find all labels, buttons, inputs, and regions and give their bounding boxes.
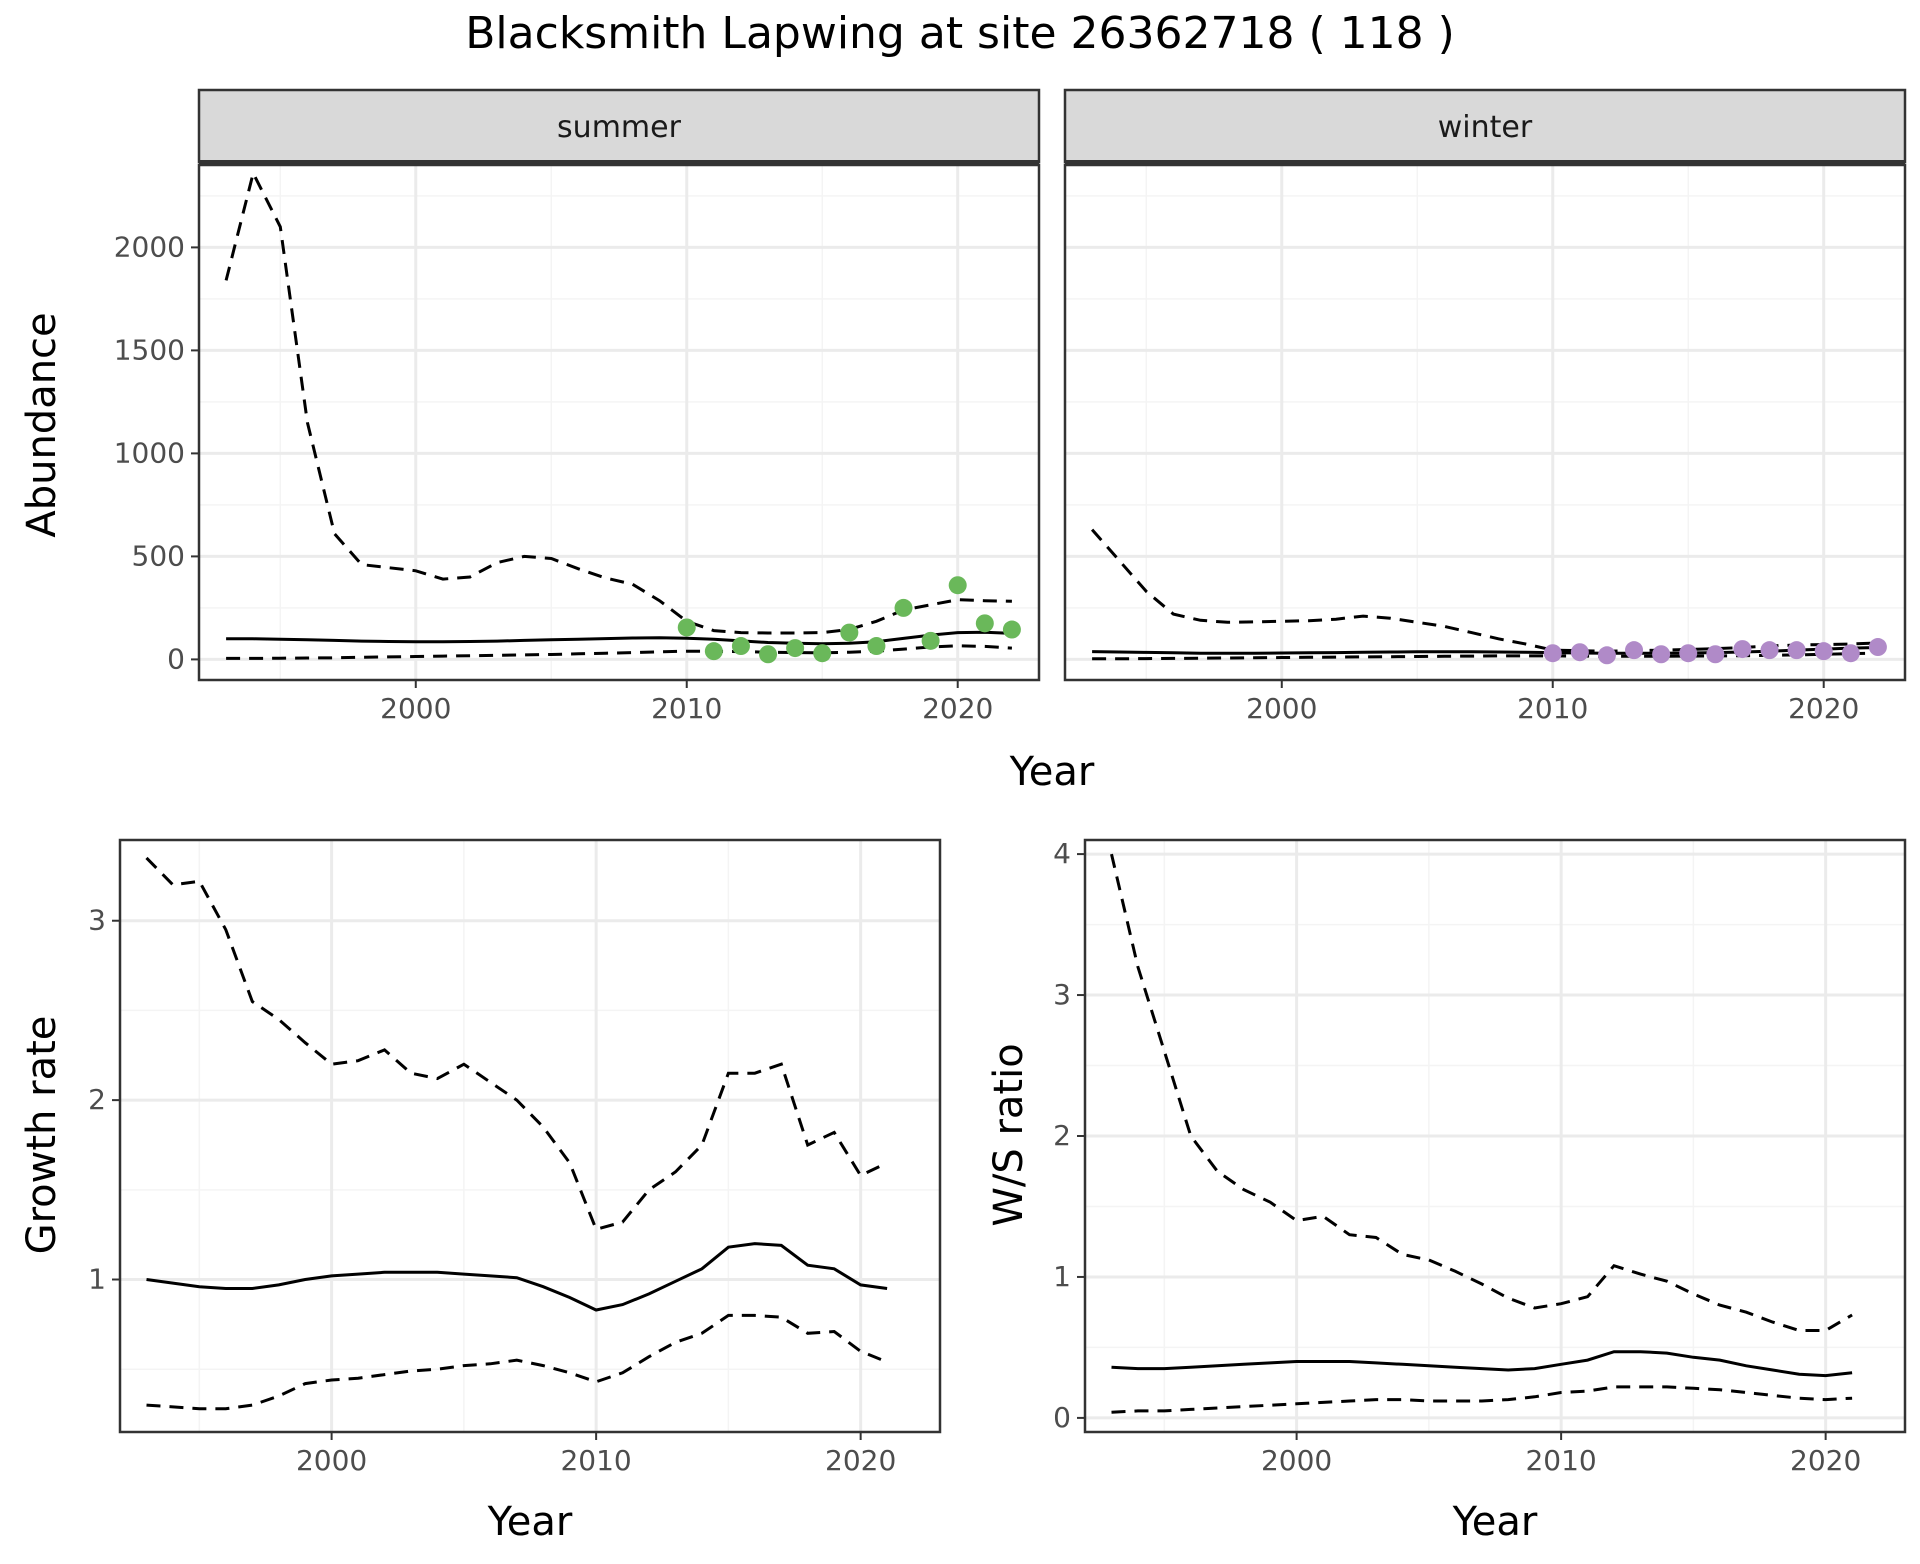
series-line-lower-bound [146, 1313, 888, 1411]
x-tick-label: 2020 [922, 692, 993, 725]
y-tick-label: 4 [1053, 837, 1071, 870]
x-axis-title: Year [1452, 1499, 1538, 1545]
y-axis-title: W/S ratio [986, 1043, 1032, 1226]
series-line-estimate [1111, 1350, 1853, 1378]
y-tick-label: 3 [88, 904, 106, 937]
x-axis-title: Year [1009, 749, 1095, 795]
x-tick-label: 2020 [1788, 692, 1859, 725]
data-point [840, 623, 859, 642]
data-point [894, 598, 913, 617]
series-line-estimate [146, 1242, 888, 1312]
data-point [1760, 641, 1779, 660]
panel-winter: 2000 2010 2020 [1063, 163, 1907, 725]
y-tick-label: 1500 [114, 333, 185, 366]
data-point [1787, 641, 1806, 660]
data-point [921, 631, 940, 650]
y-tick-label: 1 [1053, 1260, 1071, 1293]
series-line-upper-bound [145, 856, 888, 1232]
x-tick-label: 2010 [560, 1444, 631, 1477]
plot-background [120, 840, 940, 1432]
facet-label-winter: winter [1438, 110, 1533, 145]
panel-summer: 0 500 1000 1500 2000 2000 2010 2020 [114, 163, 1041, 725]
data-point [731, 637, 750, 656]
plot-background [1065, 165, 1905, 680]
data-point [1597, 646, 1616, 665]
x-tick-label: 2020 [1790, 1444, 1861, 1477]
x-tick-label: 2010 [1525, 1444, 1596, 1477]
data-point [786, 639, 805, 658]
facet-strip-winter [1063, 88, 1907, 164]
x-axis-title: Year [487, 1499, 573, 1545]
facet-label-summer: summer [557, 110, 682, 145]
y-tick-label: 500 [132, 539, 185, 572]
y-tick-label: 0 [167, 642, 185, 675]
data-point [1002, 620, 1021, 639]
data-point [759, 645, 778, 664]
y-tick-label: 2 [88, 1083, 106, 1116]
plot-border [118, 838, 942, 1434]
plot-background [199, 165, 1039, 680]
data-point [813, 644, 832, 663]
data-point [1652, 645, 1671, 664]
plot-border [197, 163, 1041, 682]
data-point [1679, 644, 1698, 663]
y-tick-label: 3 [1053, 978, 1071, 1011]
series-line-upper-bound [224, 168, 1012, 635]
figure-title: Blacksmith Lapwing at site 26362718 ( 11… [465, 8, 1455, 59]
series-line-upper-bound [1110, 853, 1853, 1332]
y-axis-title: Growth rate [19, 1016, 65, 1255]
y-tick-label: 2000 [114, 230, 185, 263]
data-point [1543, 644, 1562, 663]
series-line-lower-bound [1111, 1385, 1853, 1414]
data-point [975, 614, 994, 633]
x-tick-label: 2010 [651, 692, 722, 725]
x-tick-label: 2010 [1517, 692, 1588, 725]
data-point [677, 618, 696, 637]
panel-growth-rate: 1 2 3 2000 2010 2020 [88, 838, 942, 1477]
y-axis-title: Abundance [19, 312, 65, 537]
x-tick-label: 2000 [1261, 1444, 1332, 1477]
plot-border [1063, 163, 1907, 682]
data-point [1733, 640, 1752, 659]
x-tick-label: 2020 [825, 1444, 896, 1477]
panel-ws-ratio: 0 1 2 3 4 2000 2010 2020 [1053, 837, 1907, 1477]
y-tick-label: 2 [1053, 1119, 1071, 1152]
data-point [948, 576, 967, 595]
x-tick-label: 2000 [1246, 692, 1317, 725]
data-point [1570, 643, 1589, 662]
data-point [704, 642, 723, 661]
data-point [1814, 642, 1833, 661]
x-tick-label: 2000 [296, 1444, 367, 1477]
data-point [1841, 644, 1860, 663]
data-point [1868, 638, 1887, 657]
data-point [867, 637, 886, 656]
data-point [1625, 641, 1644, 660]
y-tick-label: 0 [1053, 1401, 1071, 1434]
y-tick-label: 1000 [114, 436, 185, 469]
x-tick-label: 2000 [380, 692, 451, 725]
facet-strip-summer [197, 88, 1041, 164]
data-point [1706, 645, 1725, 664]
y-tick-label: 1 [88, 1263, 106, 1296]
